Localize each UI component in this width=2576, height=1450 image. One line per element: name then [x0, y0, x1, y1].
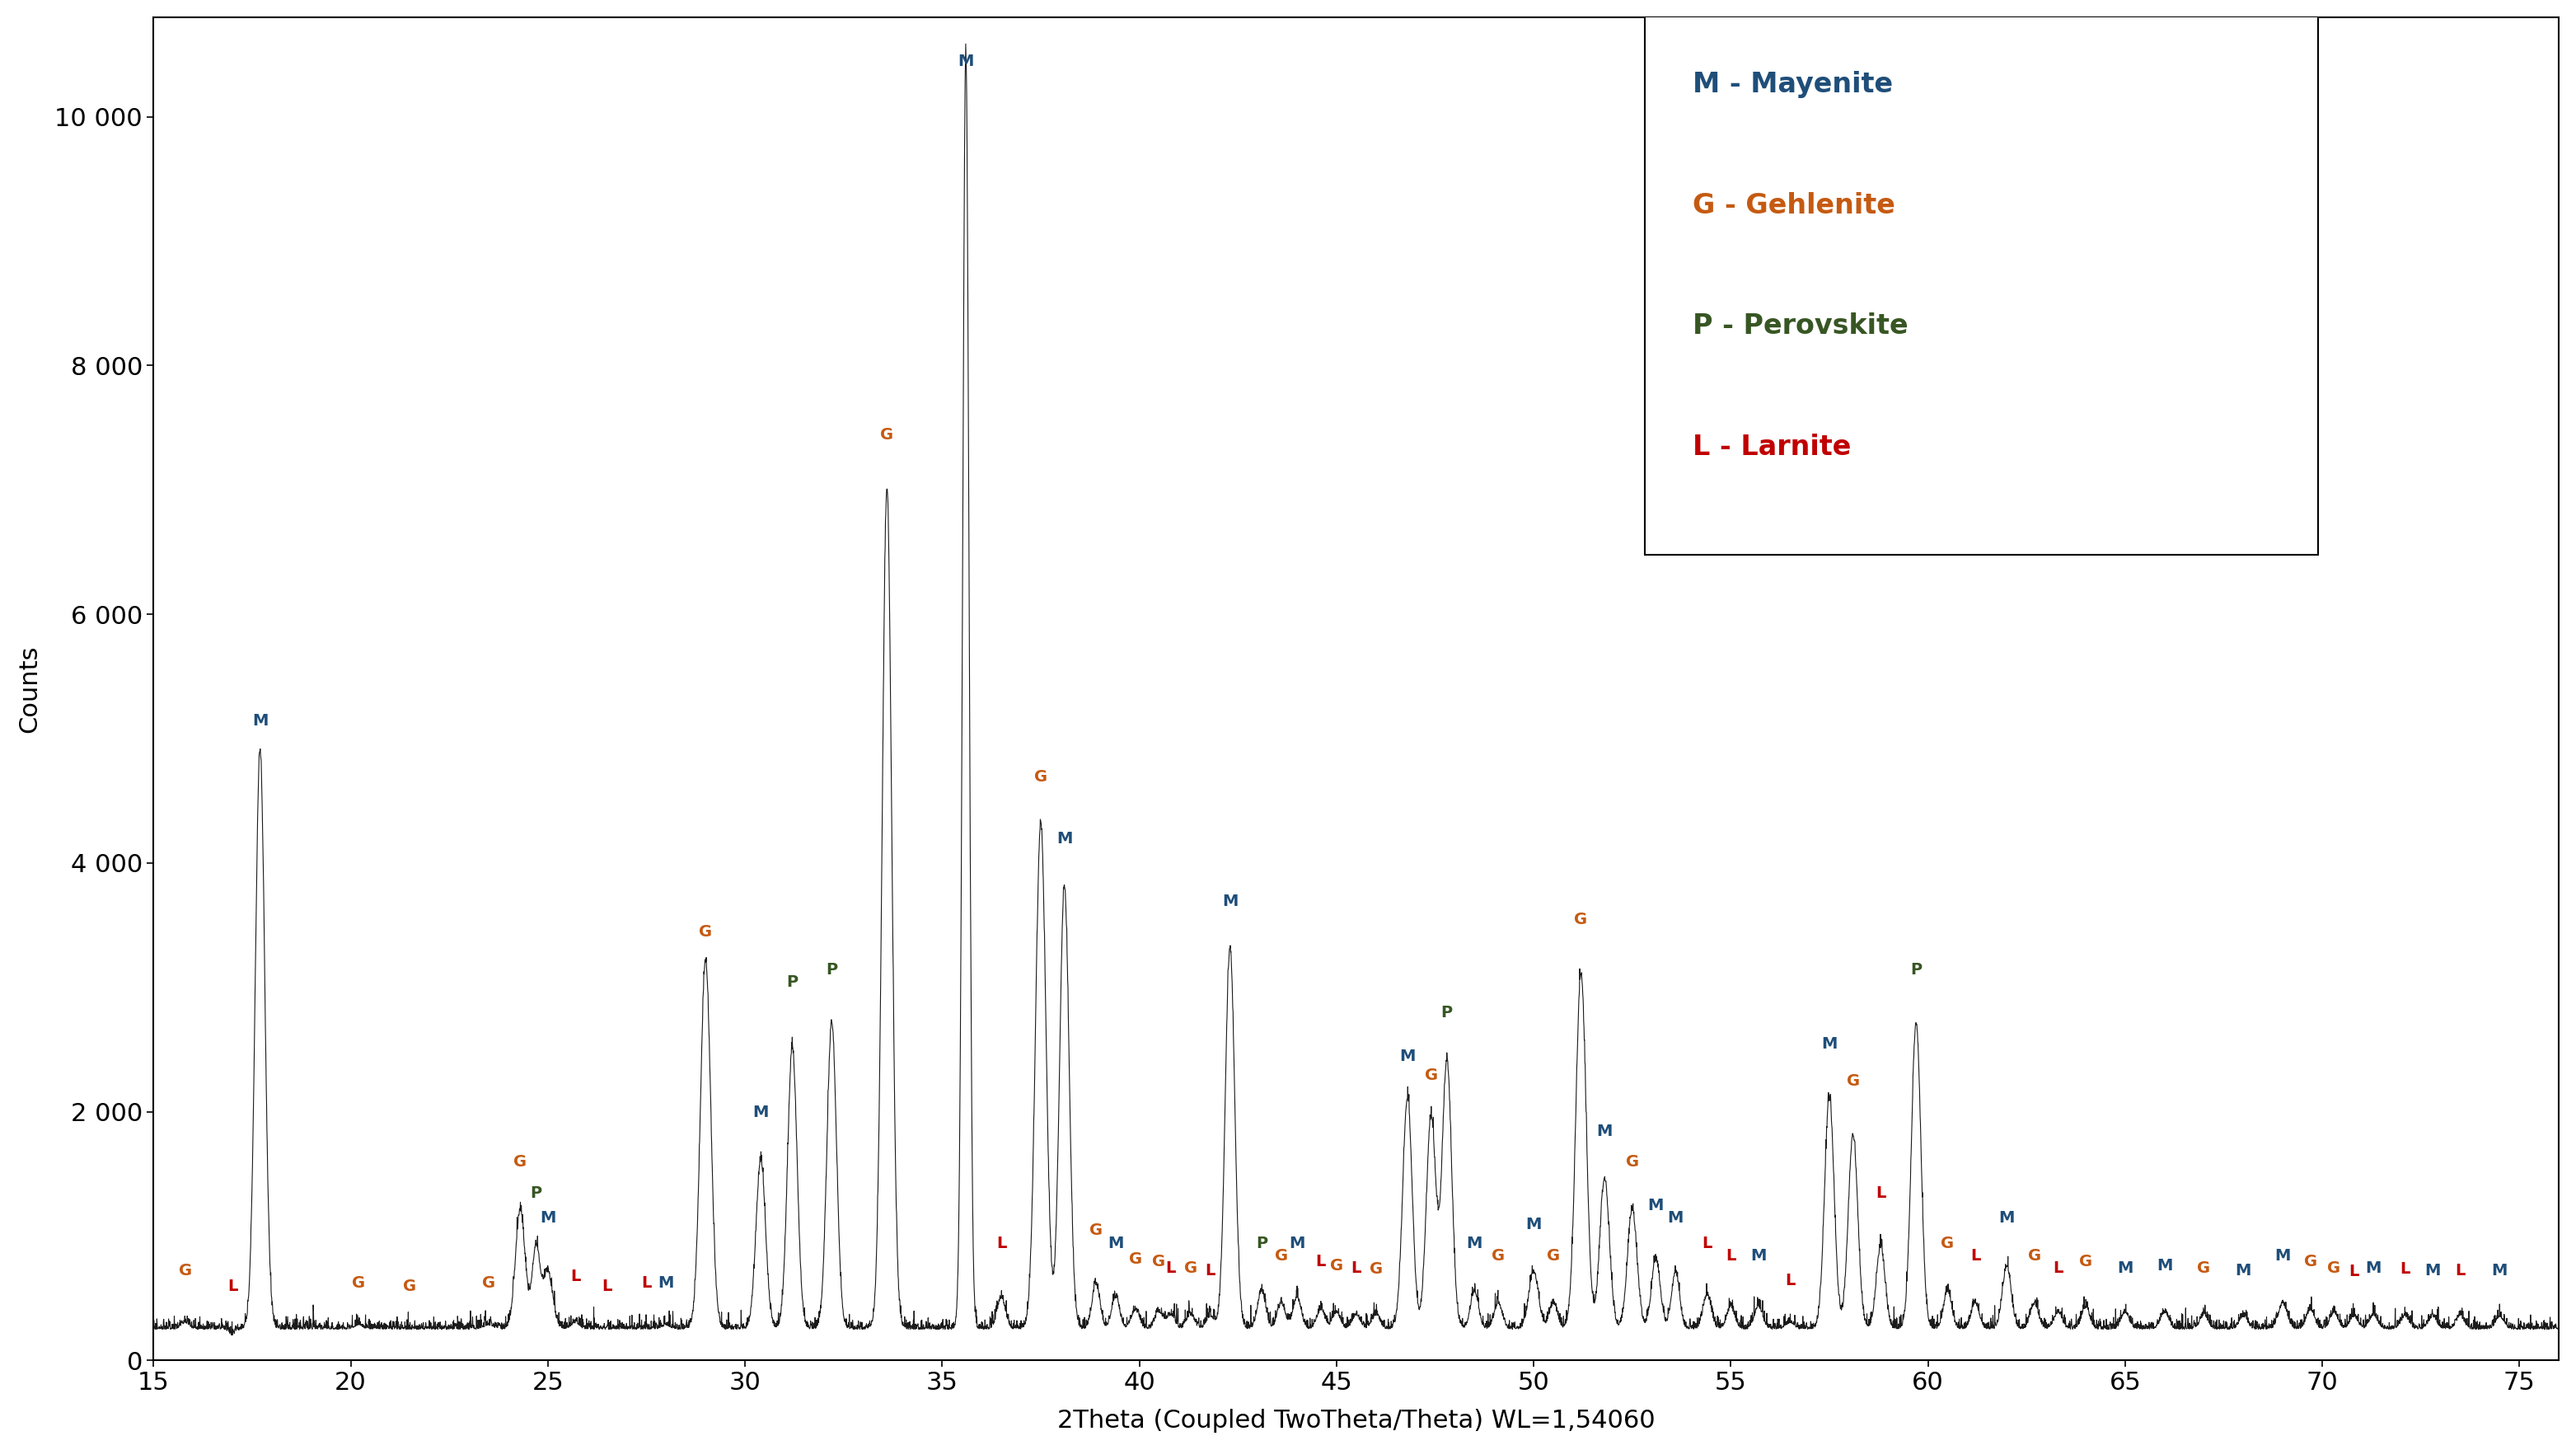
Text: L - Larnite: L - Larnite [1669, 420, 1826, 448]
Text: L: L [2053, 1260, 2063, 1276]
Text: L: L [2401, 1262, 2411, 1277]
Text: M: M [1466, 1235, 1481, 1251]
Text: G: G [513, 1154, 528, 1170]
Text: G: G [881, 426, 894, 442]
Text: G: G [1329, 1257, 1342, 1273]
Text: G: G [1847, 1073, 1860, 1089]
Text: L: L [2455, 1263, 2465, 1279]
Text: P: P [1911, 961, 1922, 977]
Text: G: G [1625, 1154, 1638, 1170]
Text: G: G [1275, 1248, 1288, 1263]
Text: M: M [958, 54, 974, 70]
Text: L: L [997, 1235, 1007, 1251]
Text: M: M [541, 1211, 556, 1227]
X-axis label: 2Theta (Coupled TwoTheta/Theta) WL=1,54060: 2Theta (Coupled TwoTheta/Theta) WL=1,540… [1056, 1409, 1656, 1433]
Text: L - Larnite: L - Larnite [1692, 434, 1852, 461]
Text: M: M [1999, 1211, 2014, 1227]
Text: G: G [178, 1263, 191, 1279]
Text: M: M [1649, 1198, 1664, 1214]
Text: G: G [1425, 1067, 1437, 1083]
Text: M: M [1752, 1248, 1767, 1263]
Text: M: M [1108, 1235, 1123, 1251]
Text: P - Perovskite: P - Perovskite [1692, 313, 1909, 339]
Text: L: L [2349, 1264, 2360, 1279]
Text: M - Mayenite: M - Mayenite [1692, 71, 1893, 99]
Text: G: G [1090, 1222, 1103, 1238]
Text: G: G [2303, 1254, 2316, 1270]
Text: M: M [2365, 1260, 2380, 1276]
Text: L: L [227, 1279, 237, 1295]
Text: G: G [2197, 1260, 2210, 1276]
Text: M: M [752, 1105, 768, 1121]
Text: G - Gehlenite: G - Gehlenite [1692, 191, 1896, 219]
Text: G: G [698, 924, 711, 940]
Text: P - Perovskite: P - Perovskite [1669, 299, 1886, 326]
Text: G: G [1492, 1248, 1504, 1263]
Text: P: P [531, 1186, 541, 1201]
Text: P: P [786, 974, 799, 990]
Text: L: L [1875, 1186, 1886, 1201]
Text: L: L [1971, 1248, 1981, 1263]
Text: L: L [1167, 1260, 1177, 1276]
Text: M: M [252, 713, 268, 728]
Text: M: M [1221, 893, 1239, 909]
Text: G: G [404, 1279, 417, 1295]
Text: M: M [2424, 1263, 2439, 1279]
Text: L: L [1785, 1273, 1795, 1288]
Text: G: G [1940, 1235, 1955, 1251]
FancyBboxPatch shape [1646, 4, 2318, 554]
Text: M: M [2236, 1263, 2251, 1279]
Text: M: M [2275, 1248, 2290, 1263]
Text: G - Gehlenite: G - Gehlenite [1669, 178, 1873, 206]
Text: P: P [1440, 1005, 1453, 1021]
Y-axis label: Counts: Counts [18, 645, 41, 732]
Text: G: G [1033, 769, 1048, 784]
Text: M: M [1288, 1235, 1306, 1251]
Text: G: G [1574, 912, 1587, 928]
Text: G: G [1546, 1248, 1561, 1263]
Text: P: P [1255, 1235, 1267, 1251]
Text: G: G [2079, 1254, 2092, 1270]
Text: L: L [1703, 1235, 1713, 1251]
Text: M: M [1056, 831, 1072, 847]
Text: G: G [353, 1275, 366, 1290]
Text: L: L [641, 1275, 652, 1290]
Text: M: M [657, 1275, 675, 1290]
Text: L: L [569, 1269, 580, 1285]
Text: M: M [1597, 1124, 1613, 1140]
Text: L: L [1350, 1260, 1360, 1276]
Text: L: L [603, 1279, 613, 1295]
Text: P: P [827, 961, 837, 977]
Text: L: L [1316, 1254, 1327, 1270]
Text: M: M [1525, 1217, 1540, 1232]
Text: G: G [2329, 1260, 2342, 1276]
Text: M: M [2117, 1260, 2133, 1276]
Text: L: L [1206, 1263, 1216, 1279]
Text: G: G [1128, 1251, 1141, 1267]
Text: M: M [2491, 1263, 2506, 1279]
Text: G: G [482, 1275, 495, 1290]
Text: M: M [1667, 1211, 1685, 1227]
Text: G: G [1185, 1260, 1198, 1276]
Text: M - Mayenite: M - Mayenite [1669, 58, 1870, 84]
Text: G: G [1370, 1262, 1383, 1277]
Text: M: M [2156, 1257, 2172, 1273]
Text: G: G [2027, 1248, 2040, 1263]
Text: M: M [1821, 1037, 1837, 1051]
Text: M: M [1399, 1048, 1414, 1064]
Text: G: G [1151, 1254, 1167, 1270]
Text: L: L [1726, 1248, 1736, 1263]
